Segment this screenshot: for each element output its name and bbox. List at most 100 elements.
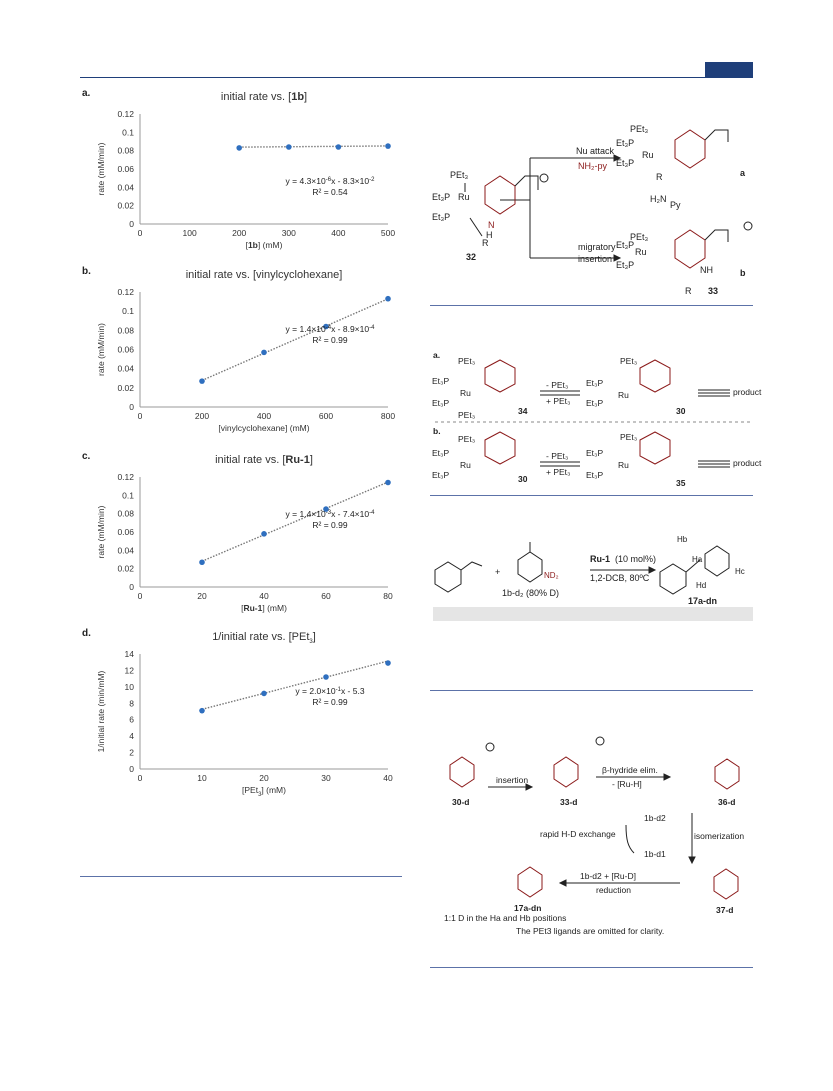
header-tab [705,62,753,77]
scheme-deuterium-labeling: + Ru-1 (10 mol%) 1,2-DCB, 80ºC 1b-d₂ (80… [434,535,745,606]
plus-pet3-a: + PEt₃ [546,396,571,406]
svg-text:Hb: Hb [677,535,688,544]
chart-a: a. initial rate vs. [1b] 0 0.02 0.04 0.06 0.08… [82,88,395,250]
svg-text:H₂N: H₂N [650,194,667,204]
y-axis-label: rate (mM/min) [96,323,106,376]
data-point [261,349,267,356]
data-point [286,144,292,150]
scheme3-rule [430,690,753,691]
nh2py-label: NH₂-py [578,161,607,171]
y-tick-label: 4 [129,731,134,741]
y-tick-label: 0.06 [117,527,134,537]
svg-text:Et₃P: Et₃P [586,470,603,480]
scheme4-rule [430,967,753,968]
svg-text:Hc: Hc [735,567,745,576]
y-tick-label: 0.04 [117,182,134,192]
svg-text:Et₃P: Et₃P [616,158,634,168]
x-tick-label: 400 [257,411,271,421]
isomerization-step: isomerization [694,831,744,841]
scheme-proposed-mechanism: insertion β-hydride elim. - [Ru-H] rapid… [444,736,744,936]
trendline [201,481,389,562]
x-axis-label: [Ru-1] (mM) [241,603,287,613]
footnote-pet3: The PEt3 ligands are omitted for clarity… [516,926,664,936]
svg-text:R: R [482,238,489,248]
x-tick-label: 0 [138,591,143,601]
chart-panel-label: b. [82,266,91,277]
y-tick-label: 0 [129,582,134,592]
svg-text:PEt₃: PEt₃ [458,434,475,444]
svg-text:Et₃P: Et₃P [432,448,449,458]
svg-text:Py: Py [670,200,681,210]
scheme2-label-a: a. [433,350,440,360]
y-tick-label: 0.1 [122,127,134,137]
data-point [261,531,267,537]
x-tick-label: 100 [183,228,197,238]
data-point [199,707,205,714]
svg-text:Et₃P: Et₃P [432,376,449,386]
insertion-label: insertion [578,254,612,264]
trend-equation: y = 1.4×10-4x - 8.9×10-4 [286,324,376,334]
x-tick-label: 0 [138,773,143,783]
data-point [335,144,342,150]
chart-c: c. initial rate vs. [Ru-1] 0 0.02 0.04 0.06 0.… [82,451,393,613]
data-point [323,323,329,330]
svg-text:PEt₃: PEt₃ [450,170,469,180]
svg-text:Ha: Ha [692,555,703,564]
y-tick-label: 0.12 [117,287,134,297]
r-squared: R² = 0.99 [312,697,347,707]
loading-label: (10 mol%) [615,554,656,564]
svg-text:NH: NH [700,265,713,275]
r-squared: R² = 0.99 [312,520,347,530]
nu-attack-label: Nu attack [576,146,615,156]
svg-text:Ru: Ru [460,460,471,470]
svg-text:PEt₃: PEt₃ [630,124,649,134]
minus-pet3-b: - PEt₃ [546,451,568,461]
compound-34: 34 [518,406,528,416]
x-tick-label: 10 [197,773,207,783]
svg-text:Et₃P: Et₃P [616,240,634,250]
compound-33: 33 [708,286,718,296]
x-axis-label: [1b] (mM) [246,240,283,250]
x-tick-label: 20 [259,773,269,783]
reduction-reagent: 1b-d2 + [Ru-D] [580,871,636,881]
scheme2-label-b: b. [433,426,441,436]
data-point [323,506,329,512]
svg-text:Ru: Ru [460,388,471,398]
plus-pet3-b: + PEt₃ [546,467,571,477]
chart-panel-label: a. [82,88,91,99]
rapid-exchange: rapid H-D exchange [540,829,616,839]
minus-ruh: - [Ru-H] [612,779,642,789]
y-tick-label: 0.12 [117,109,134,119]
y-tick-label: 0.12 [117,472,134,482]
data-point [385,660,391,666]
y-axis-label: 1/initial rate (min/mM) [96,670,106,752]
y-tick-label: 0.02 [117,383,134,393]
svg-text:R: R [656,172,663,182]
x-tick-label: 200 [195,411,209,421]
svg-text:Et₃P: Et₃P [586,448,603,458]
y-tick-label: 14 [125,649,135,659]
data-point [236,145,242,151]
compound-17a-d: 17a-dn [514,903,541,913]
y-tick-label: 12 [125,665,135,675]
y-tick-label: 0.08 [117,146,134,156]
y-tick-label: 0.06 [117,164,134,174]
chart-title: 1/initial rate vs. [PEt3] [212,631,316,645]
x-tick-label: 0 [138,228,143,238]
label-a: a [740,168,746,178]
svg-text:R: R [685,286,692,296]
header-rule [80,77,753,78]
data-point [261,690,267,697]
conditions-label: 1,2-DCB, 80ºC [590,573,650,583]
catalyst-label: Ru-1 [590,554,610,564]
svg-text:Et₃P: Et₃P [432,212,450,222]
trendline [201,298,389,382]
y-axis-label: rate (mM/min) [96,505,106,558]
svg-text:Ru: Ru [642,150,654,160]
y-tick-label: 0.1 [122,306,134,316]
trendline [201,660,389,711]
data-point [385,143,391,149]
y-axis-label: rate (mM/min) [96,142,106,195]
x-tick-label: 0 [138,411,143,421]
scheme2-rule [430,495,753,496]
